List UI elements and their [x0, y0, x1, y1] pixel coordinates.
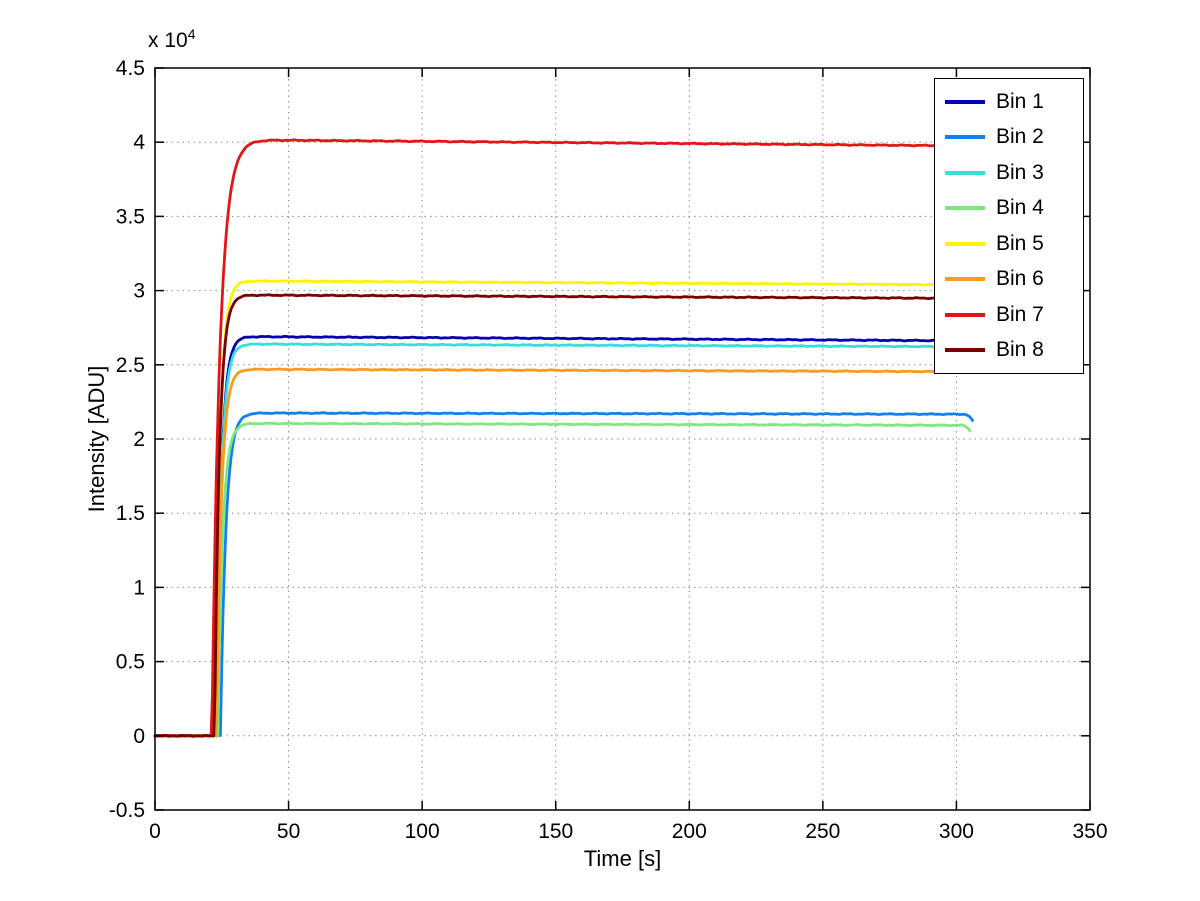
legend-label: Bin 6 — [996, 267, 1044, 291]
series-line-bin-6 — [153, 367, 966, 738]
series-line-bin-1 — [153, 334, 966, 738]
y-tick-label: 2.5 — [116, 354, 145, 377]
y-axis-multiplier-exp: 4 — [187, 26, 196, 42]
legend-swatch — [945, 206, 985, 211]
y-axis-multiplier: x 104 — [148, 26, 196, 53]
x-tick-label: 200 — [672, 820, 707, 843]
legend-label: Bin 3 — [996, 160, 1044, 184]
legend-swatch — [945, 348, 985, 353]
x-tick-label: 0 — [149, 820, 161, 843]
legend-label: Bin 7 — [996, 302, 1044, 326]
y-tick-label: 4.5 — [116, 57, 145, 80]
legend-item-bin-4: Bin 4 — [945, 191, 1075, 227]
x-tick-label: 250 — [805, 820, 840, 843]
legend-swatch — [945, 277, 985, 282]
legend-item-bin-6: Bin 6 — [945, 262, 1075, 298]
legend-swatch — [945, 170, 985, 175]
x-tick-label: 300 — [939, 820, 974, 843]
legend-swatch — [945, 312, 985, 317]
legend-item-bin-2: Bin 2 — [945, 120, 1075, 156]
legend-swatch — [945, 241, 985, 246]
series-line-bin-7 — [153, 138, 940, 738]
y-tick-label: 0 — [133, 725, 145, 748]
legend-label: Bin 4 — [996, 196, 1044, 220]
series-line-bin-2 — [153, 411, 974, 738]
y-tick-label: -0.5 — [109, 799, 145, 822]
legend: Bin 1 Bin 2 Bin 3 Bin 4 Bin 5 Bin 6 Bin 7 Bin 8 — [934, 78, 1084, 374]
y-tick-label: 4 — [133, 131, 145, 154]
x-axis-label: Time [s] — [583, 846, 662, 871]
y-tick-label: 2 — [133, 428, 145, 451]
series-line-bin-8 — [153, 293, 966, 738]
series-line-bin-5 — [153, 279, 966, 738]
legend-label: Bin 2 — [996, 125, 1044, 149]
x-tick-label: 150 — [538, 820, 573, 843]
legend-item-bin-1: Bin 1 — [945, 84, 1075, 120]
legend-label: Bin 8 — [996, 338, 1044, 362]
series-line-bin-3 — [153, 342, 969, 738]
x-tick-label: 350 — [1072, 820, 1107, 843]
legend-item-bin-3: Bin 3 — [945, 155, 1075, 191]
y-tick-label: 1 — [133, 576, 145, 599]
legend-item-bin-5: Bin 5 — [945, 226, 1075, 262]
y-tick-label: 3.5 — [116, 205, 145, 228]
legend-swatch — [945, 99, 985, 104]
x-tick-label: 50 — [277, 820, 300, 843]
series-line-bin-4 — [153, 421, 972, 738]
y-tick-label: 3 — [133, 280, 145, 303]
legend-label: Bin 5 — [996, 231, 1044, 255]
legend-item-bin-8: Bin 8 — [945, 333, 1075, 369]
y-axis-label: Intensity [ADU] — [84, 365, 109, 513]
legend-item-bin-7: Bin 7 — [945, 297, 1075, 333]
y-axis-multiplier-base: x 10 — [148, 29, 188, 52]
y-tick-label: 1.5 — [116, 502, 145, 525]
legend-label: Bin 1 — [996, 89, 1044, 113]
y-tick-label: 0.5 — [116, 651, 145, 674]
legend-swatch — [945, 135, 985, 140]
x-tick-label: 100 — [405, 820, 440, 843]
